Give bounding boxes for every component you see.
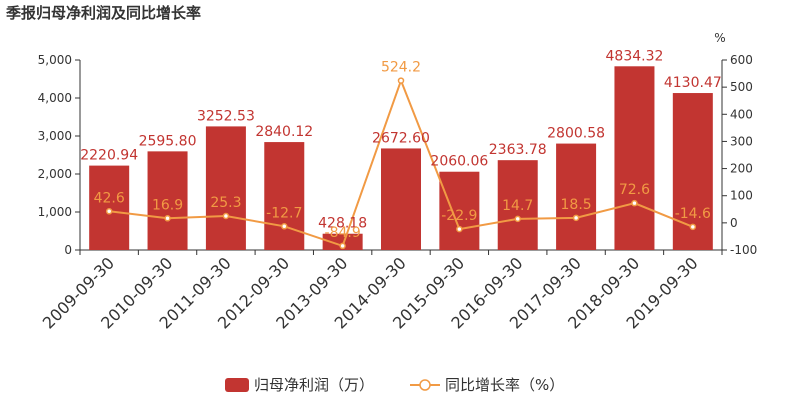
bar-value-label: 4130.47 [664,75,722,91]
bar [439,171,480,250]
y-right-tick-label: 600 [730,53,753,67]
line-value-label: 14.7 [502,198,533,214]
line-value-label: 16.9 [152,197,183,213]
bar [264,142,305,250]
y-left-tick-label: 5,000 [38,53,72,67]
legend-line-label: 同比增长率（%） [445,376,564,394]
y-left-tick-label: 3,000 [38,129,72,143]
line-value-label: 18.5 [561,197,592,213]
chart-title: 季报归母净利润及同比增长率 [6,4,202,22]
line-point [631,199,638,207]
legend-bar-label: 归母净利润（万） [254,376,374,394]
y-left-tick-label: 4,000 [38,91,72,105]
bar-value-label: 2840.12 [255,124,313,140]
bar [205,126,246,250]
line-value-label: 42.6 [94,190,125,206]
line-point [105,208,113,215]
bar-value-label: 2060.06 [430,154,488,170]
bar [89,165,130,250]
line-point [397,77,405,84]
line-point [572,214,580,222]
bar [556,143,597,250]
y-right-tick-label: 400 [730,107,753,121]
y-left-tick-label: 0 [64,243,72,257]
y-right-tick-label: 100 [730,189,753,203]
line-value-label: 524.2 [381,60,421,76]
bar [381,148,421,250]
y-right-tick-label: -100 [730,243,757,257]
y-right-tick-label: 500 [730,80,753,94]
line-value-label: -22.9 [441,208,477,224]
line-value-label: -14.6 [675,206,711,222]
bar-value-label: 428.18 [318,216,367,232]
legend-line-marker [419,379,431,391]
y-right-unit: % [714,31,725,45]
line-value-label: 25.3 [210,195,241,211]
bar-value-label: 2672.60 [372,130,430,146]
bar [147,151,188,250]
line-point [281,223,288,230]
line-value-label: 72.6 [619,182,650,198]
y-left-tick-label: 1,000 [38,205,72,219]
bar-value-label: 2595.80 [139,133,197,149]
line-value-label: -12.7 [266,205,302,221]
y-right-tick-label: 300 [730,134,753,148]
bar-value-label: 2220.94 [80,148,138,164]
line-value-label: -84.9 [325,225,361,241]
line-point [456,225,463,233]
line-point [514,215,521,223]
y-right-tick-label: 0 [730,216,738,230]
y-right-tick-label: 200 [730,162,753,176]
bar-value-label: 3252.53 [197,108,255,124]
line-point [222,212,230,220]
line-point [164,215,171,222]
line-point [339,242,346,250]
bar-value-label: 2363.78 [489,142,547,158]
bar [614,66,655,250]
legend-bar-swatch [225,378,249,392]
bar-value-label: 4834.32 [606,48,664,64]
bar [497,160,538,250]
bar-value-label: 2800.58 [547,126,605,142]
bar [322,233,363,250]
y-left-tick-label: 2,000 [38,167,72,181]
line-point [689,223,697,231]
